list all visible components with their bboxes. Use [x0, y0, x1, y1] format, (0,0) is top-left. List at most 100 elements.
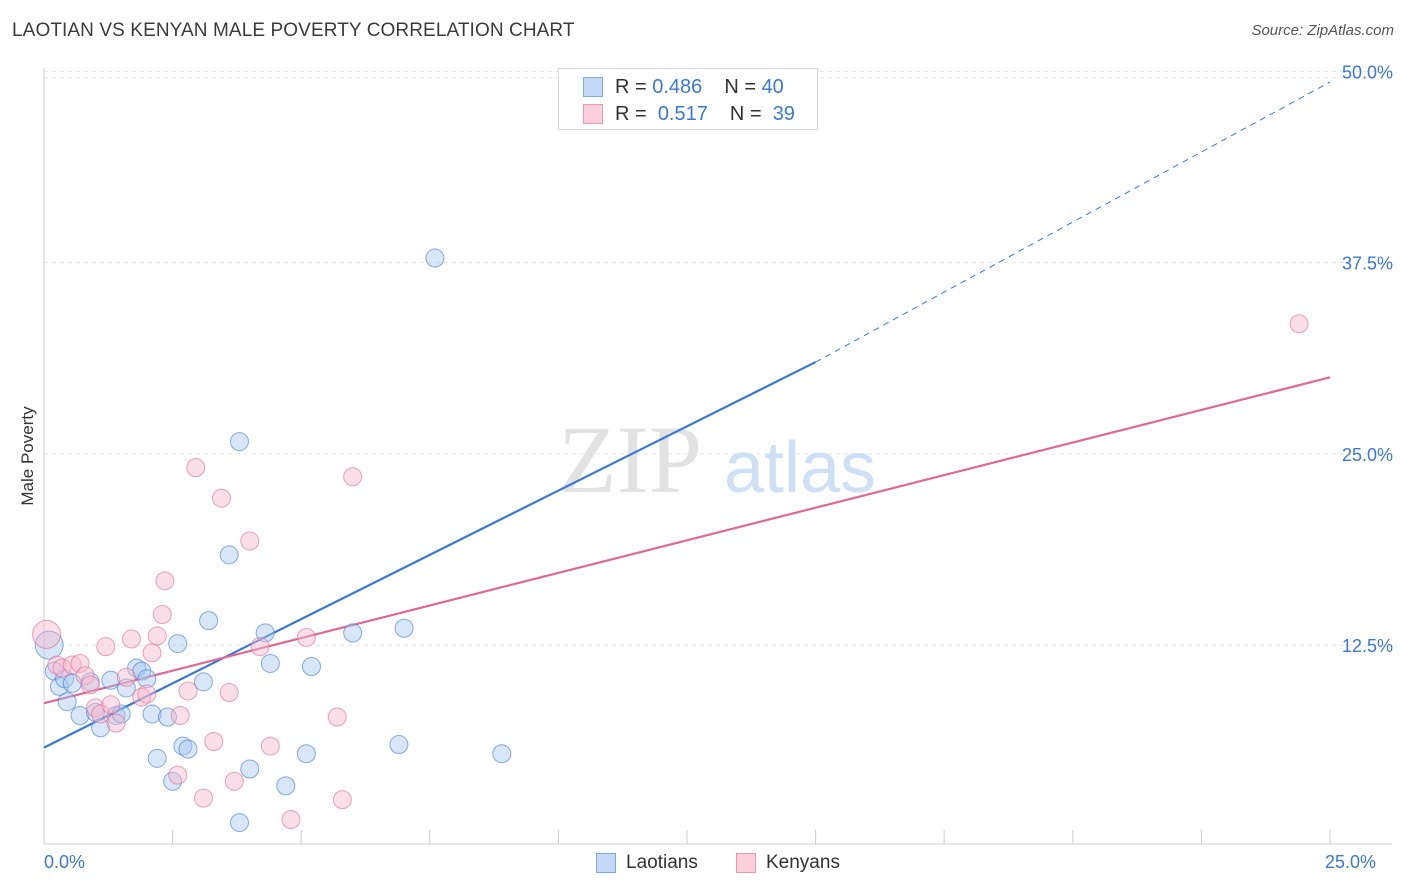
point-kenyans: [85, 698, 105, 718]
point-kenyans: [96, 637, 116, 657]
watermark: ZIP atlas: [558, 406, 876, 513]
point-laotians: [142, 704, 162, 724]
legend: R = 0.486 N = 40 R = 0.517 N = 39: [558, 68, 818, 130]
point-kenyans: [1289, 314, 1309, 334]
point-laotians: [137, 669, 157, 689]
grid-lines: [44, 70, 1392, 646]
point-kenyans: [178, 681, 198, 701]
series-swatch-kenyans: [736, 853, 756, 873]
point-laotians: [276, 776, 296, 796]
point-kenyans: [142, 643, 162, 663]
point-kenyans: [106, 713, 126, 733]
point-kenyans: [204, 731, 224, 751]
point-laotians: [173, 736, 193, 756]
point-kenyans: [193, 788, 213, 808]
point-kenyans: [47, 655, 67, 675]
point-kenyans: [170, 705, 190, 725]
point-kenyans: [52, 658, 72, 678]
point-kenyans: [186, 458, 206, 478]
point-kenyans: [343, 467, 363, 487]
legend-row-laotians: R = 0.486 N = 40: [583, 75, 784, 99]
legend-r-value: 0.486: [652, 75, 703, 98]
point-laotians: [296, 744, 316, 764]
point-kenyans: [296, 627, 316, 647]
point-laotians: [260, 653, 280, 673]
series-label-kenyans: Kenyans: [766, 852, 840, 873]
point-laotians: [70, 705, 90, 725]
point-laotians: [168, 634, 188, 654]
y-tick-label: 37.5%: [1342, 254, 1393, 274]
point-kenyans: [250, 637, 270, 657]
watermark-zip: ZIP: [558, 406, 702, 513]
point-laotians: [199, 611, 219, 631]
point-laotians: [229, 813, 249, 833]
series-swatch-laotians: [596, 853, 616, 873]
point-kenyans: [147, 626, 167, 646]
point-kenyans: [132, 687, 152, 707]
point-laotians: [219, 545, 239, 565]
point-kenyans: [260, 736, 280, 756]
point-laotians: [240, 759, 260, 779]
point-laotians: [178, 739, 198, 759]
point-kenyans: [168, 765, 188, 785]
trend-line-laotians: [43, 361, 817, 749]
point-kenyans: [281, 810, 301, 830]
point-laotians: [425, 248, 445, 268]
legend-swatch-kenyans: [583, 104, 603, 124]
point-laotians: [57, 692, 77, 712]
point-kenyans: [211, 488, 231, 508]
trend-lines: [43, 81, 1331, 749]
series-legend-laotians: Laotians: [596, 852, 698, 874]
chart-title: LAOTIAN VS KENYAN MALE POVERTY CORRELATI…: [12, 20, 575, 41]
legend-r-value: 0.517: [657, 102, 708, 125]
point-kenyans: [219, 683, 239, 703]
point-kenyans: [116, 667, 136, 687]
point-laotians: [163, 771, 183, 791]
point-kenyans: [224, 771, 244, 791]
series-legend: Laotians Kenyans: [0, 852, 1406, 878]
legend-row-kenyans: R = 0.517 N = 39: [583, 102, 795, 126]
point-kenyans: [62, 655, 82, 675]
point-laotians: [492, 744, 512, 764]
source-note: Source: ZipAtlas.com: [1251, 22, 1394, 39]
point-laotians: [389, 735, 409, 755]
point-laotians: [229, 432, 249, 452]
series-legend-kenyans: Kenyans: [736, 852, 840, 874]
legend-n-label: N =: [729, 102, 762, 125]
point-kenyans: [80, 675, 100, 695]
trend-extension-laotians: [815, 81, 1331, 363]
point-laotians: [193, 672, 213, 692]
point-kenyans: [152, 605, 172, 624]
point-kenyans: [101, 695, 121, 715]
point-kenyans: [155, 571, 175, 591]
y-tick-label: 12.5%: [1342, 636, 1393, 656]
watermark-atlas: atlas: [724, 428, 876, 508]
point-laotians: [116, 678, 136, 698]
point-kenyans: [327, 707, 347, 727]
y-tick-label: 25.0%: [1342, 445, 1393, 465]
point-laotians: [101, 670, 121, 690]
x-tick-label-min: 0.0%: [44, 852, 86, 872]
y-tick-label: 50.0%: [1342, 62, 1393, 82]
axes: [43, 68, 1392, 845]
y-tick-labels: 12.5% 25.0% 37.5% 50.0%: [1342, 62, 1393, 656]
point-kenyans: [121, 629, 141, 649]
point-kenyans: [137, 684, 157, 704]
legend-n-value: 40: [761, 75, 784, 98]
point-kenyans: [240, 531, 260, 551]
x-tick-label-max: 25.0%: [1325, 852, 1377, 872]
point-laotians: [91, 718, 111, 738]
point-kenyans: [332, 790, 352, 810]
legend-n-label: N =: [724, 75, 756, 98]
point-laotians: [343, 623, 363, 643]
legend-r-label: R =: [615, 102, 647, 125]
data-points: [32, 98, 1309, 833]
trend-line-kenyans: [43, 376, 1331, 705]
point-laotians: [34, 630, 64, 660]
point-laotians: [301, 657, 321, 677]
point-kenyans: [70, 653, 90, 673]
point-laotians: [394, 618, 414, 638]
point-kenyans: [32, 619, 62, 649]
series-label-laotians: Laotians: [626, 852, 698, 873]
